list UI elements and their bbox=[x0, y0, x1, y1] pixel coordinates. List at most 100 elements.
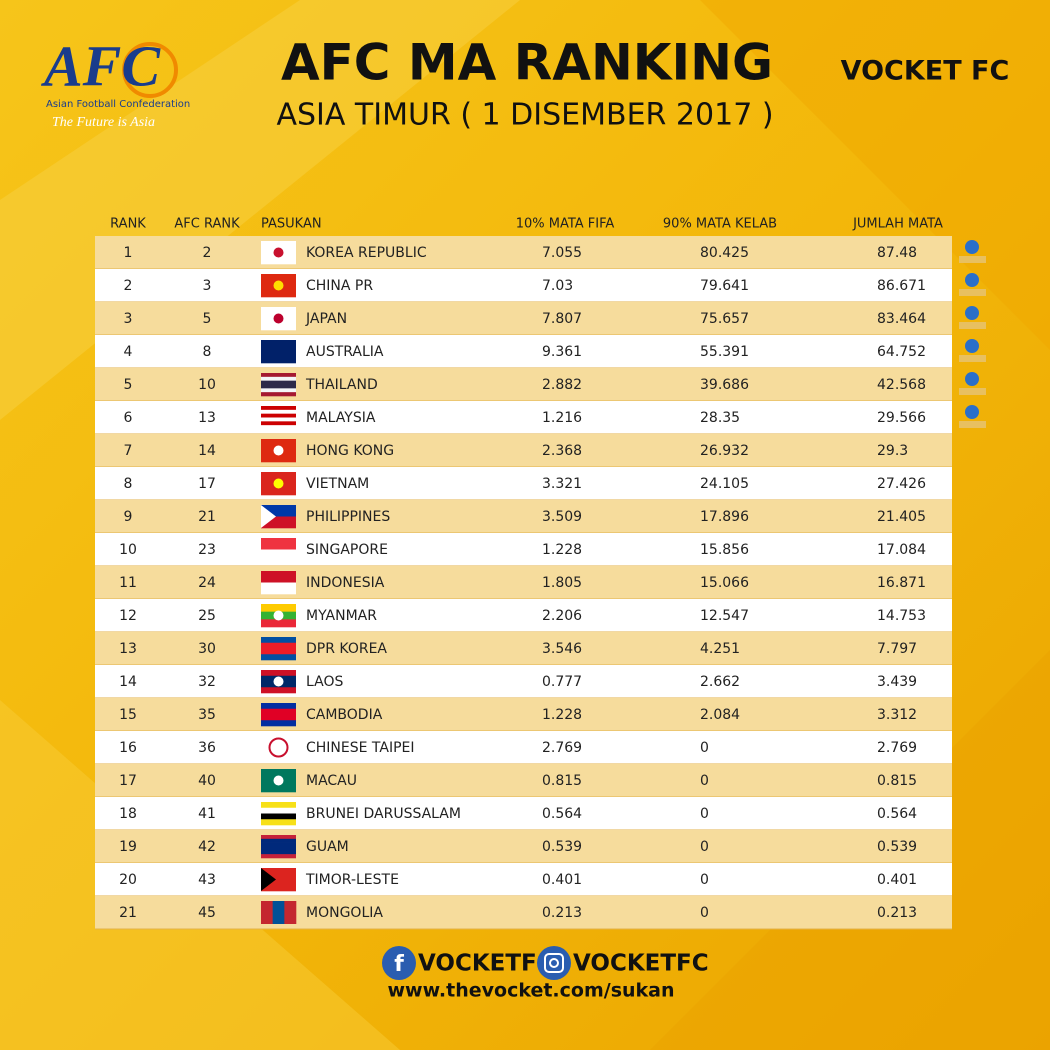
cell: 28.35 bbox=[700, 410, 740, 426]
cell: 35 bbox=[198, 707, 216, 723]
cell: AUSTRALIA bbox=[306, 344, 384, 360]
cell: 0.815 bbox=[877, 773, 917, 789]
cell: 3 bbox=[203, 278, 212, 294]
flag-stripe bbox=[261, 846, 296, 851]
row-background bbox=[95, 368, 952, 401]
cell: 10 bbox=[198, 377, 216, 393]
cell: MALAYSIA bbox=[306, 410, 376, 426]
cell: 42.568 bbox=[877, 377, 926, 393]
cell: BRUNEI DARUSSALAM bbox=[306, 806, 461, 822]
cell: PHILIPPINES bbox=[306, 509, 390, 525]
row-background bbox=[95, 500, 952, 533]
flag-emblem bbox=[273, 478, 284, 489]
cell: 0 bbox=[700, 839, 709, 855]
row-background bbox=[95, 632, 952, 665]
champions-league-icon bbox=[959, 355, 986, 362]
cell: 3.546 bbox=[542, 641, 582, 657]
table: RANK AFC RANK PASUKAN 10% MATA FIFA 90% MATA… bbox=[95, 217, 986, 930]
flag-stripe bbox=[261, 505, 296, 517]
cell: LAOS bbox=[306, 674, 343, 690]
column-header: 90% MATA KELAB bbox=[663, 217, 777, 232]
flag-stripe bbox=[261, 549, 296, 562]
instagram-icon bbox=[537, 946, 571, 980]
cell: MACAU bbox=[306, 773, 357, 789]
flag-stripe bbox=[261, 813, 296, 820]
cell: 3.321 bbox=[542, 476, 582, 492]
cell: 0 bbox=[700, 872, 709, 888]
cell: 0.539 bbox=[542, 839, 582, 855]
cell: 24 bbox=[198, 575, 216, 591]
cell: 3.312 bbox=[877, 707, 917, 723]
column-header: 10% MATA FIFA bbox=[516, 217, 615, 232]
cell: 26.932 bbox=[700, 443, 749, 459]
subtitle: ASIA TIMUR ( 1 DISEMBER 2017 ) bbox=[276, 98, 773, 133]
cell: 0.539 bbox=[877, 839, 917, 855]
row-background bbox=[95, 863, 952, 896]
flag-stripe bbox=[261, 687, 296, 694]
cell: 79.641 bbox=[700, 278, 749, 294]
cell: 7 bbox=[124, 443, 133, 459]
row-background bbox=[95, 533, 952, 566]
flag-stripe bbox=[261, 637, 296, 644]
champions-league-icon bbox=[965, 306, 979, 320]
row-background bbox=[95, 665, 952, 698]
cell: 15.066 bbox=[700, 575, 749, 591]
cell: 3.439 bbox=[877, 674, 917, 690]
flag-stripe bbox=[284, 901, 297, 924]
row-background bbox=[95, 302, 952, 335]
cell: 32 bbox=[198, 674, 216, 690]
flag-emblem bbox=[273, 610, 284, 621]
instagram-handle: VOCKETFC bbox=[573, 951, 709, 977]
cell: MONGOLIA bbox=[306, 905, 383, 921]
flag-stripe bbox=[261, 714, 296, 721]
cell: 87.48 bbox=[877, 245, 917, 261]
flag-stripe bbox=[261, 340, 296, 364]
cell: 2.206 bbox=[542, 608, 582, 624]
row-background bbox=[95, 401, 952, 434]
cell: INDONESIA bbox=[306, 575, 385, 591]
cell: 1.228 bbox=[542, 707, 582, 723]
cell: 1.228 bbox=[542, 542, 582, 558]
cell: 0.564 bbox=[877, 806, 917, 822]
cell: 24.105 bbox=[700, 476, 749, 492]
facebook-f: f bbox=[394, 952, 404, 977]
cell: 2.084 bbox=[700, 707, 740, 723]
flag-stripe bbox=[261, 802, 296, 809]
champions-league-icon bbox=[959, 289, 986, 296]
flag-emblem bbox=[273, 445, 284, 456]
flag-stripe bbox=[261, 670, 296, 677]
cell: 13 bbox=[198, 410, 216, 426]
cell: 2.662 bbox=[700, 674, 740, 690]
cell: 23 bbox=[198, 542, 216, 558]
champions-league-icon bbox=[965, 372, 979, 386]
cell: 2.882 bbox=[542, 377, 582, 393]
title: AFC MA RANKING bbox=[281, 34, 773, 92]
cell: 4 bbox=[124, 344, 133, 360]
cell: 0.401 bbox=[877, 872, 917, 888]
flag-stripe bbox=[261, 425, 296, 430]
cell: MYANMAR bbox=[306, 608, 377, 624]
cell: 0 bbox=[700, 905, 709, 921]
cell: 2.368 bbox=[542, 443, 582, 459]
cell: 43 bbox=[198, 872, 216, 888]
cell: 2.769 bbox=[877, 740, 917, 756]
champions-league-icon bbox=[965, 405, 979, 419]
flag-stripe bbox=[261, 868, 296, 892]
cell: 17.896 bbox=[700, 509, 749, 525]
row-background bbox=[95, 731, 952, 764]
cell: 55.391 bbox=[700, 344, 749, 360]
flag-stripe bbox=[261, 835, 296, 840]
cell: 9 bbox=[124, 509, 133, 525]
cell: 29.566 bbox=[877, 410, 926, 426]
cell: 3 bbox=[124, 311, 133, 327]
cell: CHINA PR bbox=[306, 278, 373, 294]
logo-tagline: The Future is Asia bbox=[52, 115, 155, 130]
cell: 86.671 bbox=[877, 278, 926, 294]
cell: 13 bbox=[119, 641, 137, 657]
cell: CAMBODIA bbox=[306, 707, 383, 723]
cell: 21.405 bbox=[877, 509, 926, 525]
flag-stripe bbox=[261, 384, 296, 389]
url: www.thevocket.com/sukan bbox=[387, 980, 674, 1002]
logo-caption: Asian Football Confederation bbox=[46, 99, 190, 110]
cell: TIMOR-LESTE bbox=[305, 872, 399, 888]
